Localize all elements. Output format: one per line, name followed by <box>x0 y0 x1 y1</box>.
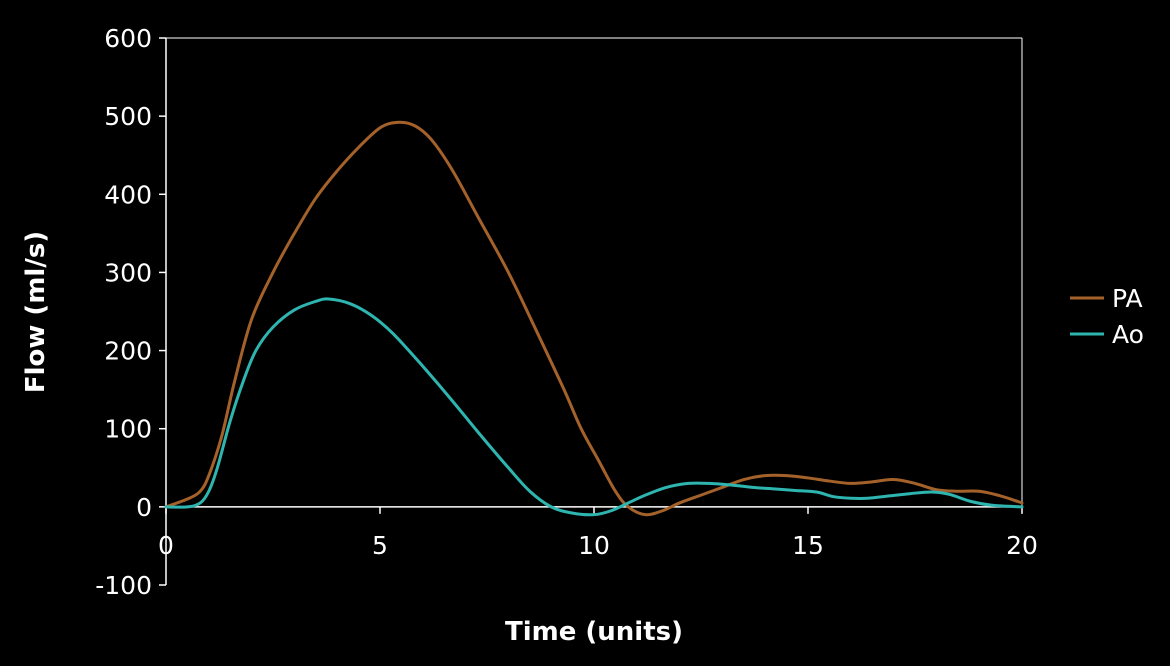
y-tick-label: 100 <box>104 415 152 444</box>
axes <box>159 37 1023 586</box>
legend-label: PA <box>1112 284 1143 313</box>
y-tick-label: -100 <box>95 571 152 600</box>
y-axis-title: Flow (ml/s) <box>21 231 51 393</box>
legend: PA Ao <box>1070 284 1144 349</box>
y-tick-label: 500 <box>104 102 152 131</box>
x-axis-title: Time (units) <box>505 617 683 647</box>
x-tick-label: 20 <box>1006 531 1038 560</box>
x-tick-label: 15 <box>792 531 824 560</box>
y-tick-label: 400 <box>104 180 152 209</box>
y-tick-label: 300 <box>104 258 152 287</box>
x-tick-label: 0 <box>158 531 174 560</box>
x-tick-label: 5 <box>372 531 388 560</box>
legend-item-pa: PA <box>1070 284 1143 313</box>
y-tick-label: 0 <box>136 493 152 522</box>
legend-item-ao: Ao <box>1070 320 1144 349</box>
x-tick-label: 10 <box>578 531 610 560</box>
legend-label: Ao <box>1112 320 1144 349</box>
series-line-pa <box>164 120 1024 517</box>
y-tick-label: 200 <box>104 337 152 366</box>
series-line-ao <box>164 297 1024 517</box>
y-tick-label: 600 <box>104 24 152 53</box>
series-lines <box>164 120 1024 517</box>
